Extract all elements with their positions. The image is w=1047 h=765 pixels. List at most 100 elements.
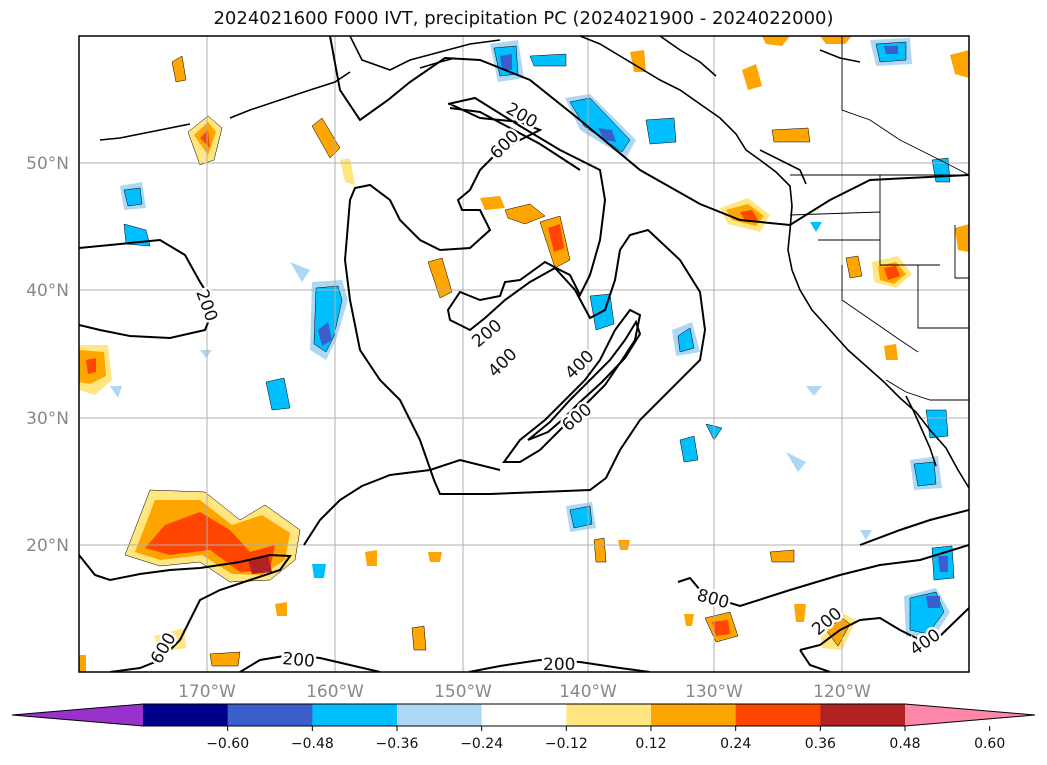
colorbar-tick-label: −0.12: [545, 736, 588, 752]
colorbar-swatch: [312, 704, 398, 726]
colorbar-swatch: [481, 704, 567, 726]
colorbar-tick-label: −0.24: [460, 736, 503, 752]
precip-positive-region: [145, 512, 275, 572]
precip-negative-region: [123, 187, 143, 207]
contour-label: 200: [282, 649, 316, 672]
precip-negative-region: [110, 386, 122, 398]
precip-positive-region: [742, 64, 762, 90]
precip-negative-region: [318, 322, 332, 346]
precip-negative-region: [884, 46, 898, 54]
colorbar-swatch: [820, 704, 906, 726]
precip-negative-region: [926, 596, 940, 608]
latitude-labels: 50°N 40°N 30°N 20°N: [26, 154, 69, 556]
colorbar-tick-label: −0.48: [291, 736, 334, 752]
map-title: 2024021600 F000 IVT, precipitation PC (2…: [213, 8, 834, 29]
contour-label: 200: [543, 655, 575, 675]
precip-positive-region: [593, 537, 607, 563]
colorbar-tick-label: 0.36: [805, 736, 836, 752]
precip-positive-region: [740, 210, 758, 222]
precip-positive-region: [365, 550, 377, 566]
precip-negative-region: [123, 223, 151, 247]
precip-positive-region: [950, 50, 969, 78]
precip-positive-region: [311, 117, 341, 159]
precip-positive-region: [171, 55, 187, 83]
colorbar-tick-label: 0.48: [889, 736, 920, 752]
precip-positive-region: [884, 266, 900, 280]
colorbar-outline: [11, 703, 1036, 727]
precip-positive-region: [154, 628, 186, 652]
precip-negative-region: [200, 350, 212, 358]
precip-negative-region: [679, 435, 699, 463]
precip-positive-region: [684, 614, 694, 626]
precip-negative-region: [786, 452, 806, 472]
precip-negative-region: [677, 327, 695, 353]
precip-positive-region: [820, 36, 852, 44]
political-borders: [789, 36, 969, 401]
graticule: [79, 36, 969, 672]
precip-positive-region: [845, 255, 863, 279]
colorbar-tick-label: 0.60: [974, 736, 1005, 752]
precip-negative-region: [925, 409, 949, 439]
precip-negative-region: [529, 53, 567, 67]
lon-label: 160°W: [306, 682, 364, 702]
colorbar-swatch: [397, 704, 483, 726]
lat-label: 20°N: [26, 536, 69, 556]
precip-negative-region: [265, 377, 291, 411]
lon-label: 120°W: [813, 682, 871, 702]
precip-negative-region: [598, 128, 616, 142]
precip-negative-region: [806, 386, 822, 396]
precip-positive-region: [209, 651, 241, 667]
map-frame: [78, 35, 970, 673]
precip-positive-region: [884, 344, 898, 360]
colorbar-tick-label: −0.36: [376, 736, 419, 752]
precip-positive-region: [411, 625, 427, 651]
precip-positive-region: [762, 36, 790, 46]
precip-positive-region: [548, 224, 564, 252]
precip-negative-region: [290, 262, 310, 282]
map-area: 200 200 600 200 400 400 600 800 200 400 …: [79, 36, 969, 675]
lon-label: 140°W: [559, 682, 617, 702]
precip-positive-region: [79, 655, 86, 672]
lat-label: 50°N: [26, 154, 69, 174]
colorbar-swatch: [227, 704, 313, 726]
colorbar-swatch: [735, 704, 821, 726]
precip-negative-region: [860, 530, 872, 540]
precip-positive-region: [794, 604, 806, 622]
lon-label: 170°W: [178, 682, 236, 702]
precip-positive-region: [275, 602, 287, 616]
colorbar: −0.60 −0.48 −0.36 −0.24 −0.12 0.12 0.24 0.36 0.4…: [11, 703, 1036, 752]
colorbar-swatch: [143, 704, 229, 726]
lon-label: 130°W: [685, 682, 743, 702]
precip-negative-region: [569, 505, 593, 529]
colorbar-swatch: [651, 704, 737, 726]
precip-negative-region: [312, 564, 326, 578]
longitude-labels: 170°W 160°W 150°W 140°W 130°W 120°W: [178, 682, 871, 702]
colorbar-swatch: [566, 704, 652, 726]
precip-positive-region: [955, 224, 969, 252]
precip-negative-region: [938, 556, 948, 572]
ivt-contours: [79, 36, 969, 672]
precip-positive-region: [771, 127, 811, 143]
precip-negative-region: [913, 461, 937, 487]
colorbar-extend-min: [12, 704, 143, 726]
precip-positive-region: [428, 552, 442, 562]
precip-negative-region: [810, 222, 822, 232]
lat-label: 40°N: [26, 281, 69, 301]
precip-positive-region: [769, 549, 795, 563]
lon-label: 150°W: [434, 682, 492, 702]
colorbar-tick-label: 0.12: [635, 736, 666, 752]
precip-positive-region: [504, 203, 546, 225]
precip-positive-region: [712, 620, 730, 636]
precip-positive-region: [480, 196, 505, 210]
precip-negative-region: [500, 54, 512, 70]
precip-positive-region: [86, 358, 96, 374]
precip-negative-region: [645, 117, 677, 145]
colorbar-tick-label: 0.24: [720, 736, 751, 752]
colorbar-extend-max: [905, 704, 1035, 726]
colorbar-tick-label: −0.60: [206, 736, 249, 752]
precip-positive-region: [630, 50, 646, 72]
lat-label: 30°N: [26, 409, 69, 429]
precip-positive-region: [340, 158, 355, 185]
precip-positive-region: [427, 257, 453, 299]
